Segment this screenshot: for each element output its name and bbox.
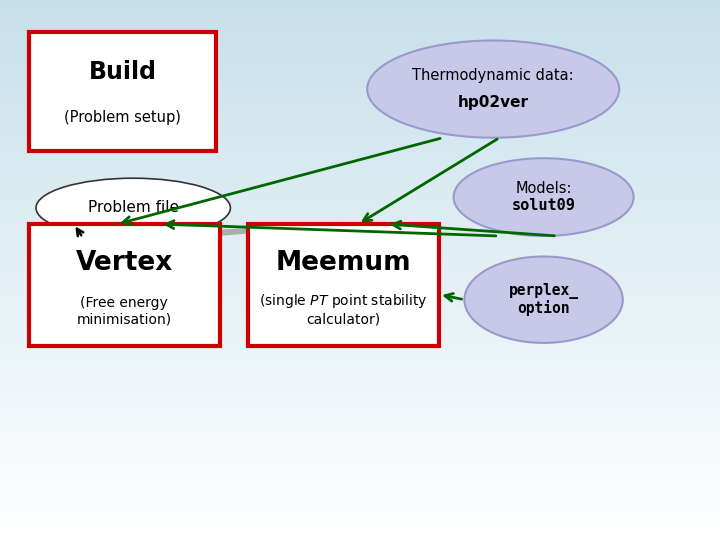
Text: Thermodynamic data:: Thermodynamic data: [413,68,574,83]
FancyBboxPatch shape [29,32,216,151]
Text: (Free energy
minimisation): (Free energy minimisation) [76,296,172,327]
Ellipse shape [36,178,230,238]
Ellipse shape [367,40,619,138]
Text: option: option [518,300,570,316]
Text: Build: Build [89,59,156,84]
FancyBboxPatch shape [248,224,439,346]
Text: Models:: Models: [516,181,572,196]
Text: Meemum: Meemum [276,250,412,276]
Ellipse shape [454,158,634,236]
Ellipse shape [464,256,623,343]
Text: solut09: solut09 [512,198,575,213]
Text: Vertex: Vertex [76,250,173,276]
Text: (Problem setup): (Problem setup) [64,111,181,125]
FancyBboxPatch shape [29,224,220,346]
Text: perplex_: perplex_ [508,283,579,299]
Text: (single $\mathit{PT}$ point stability
calculator): (single $\mathit{PT}$ point stability ca… [259,292,428,326]
Text: Problem file: Problem file [88,200,179,215]
Text: hp02ver: hp02ver [458,95,528,110]
